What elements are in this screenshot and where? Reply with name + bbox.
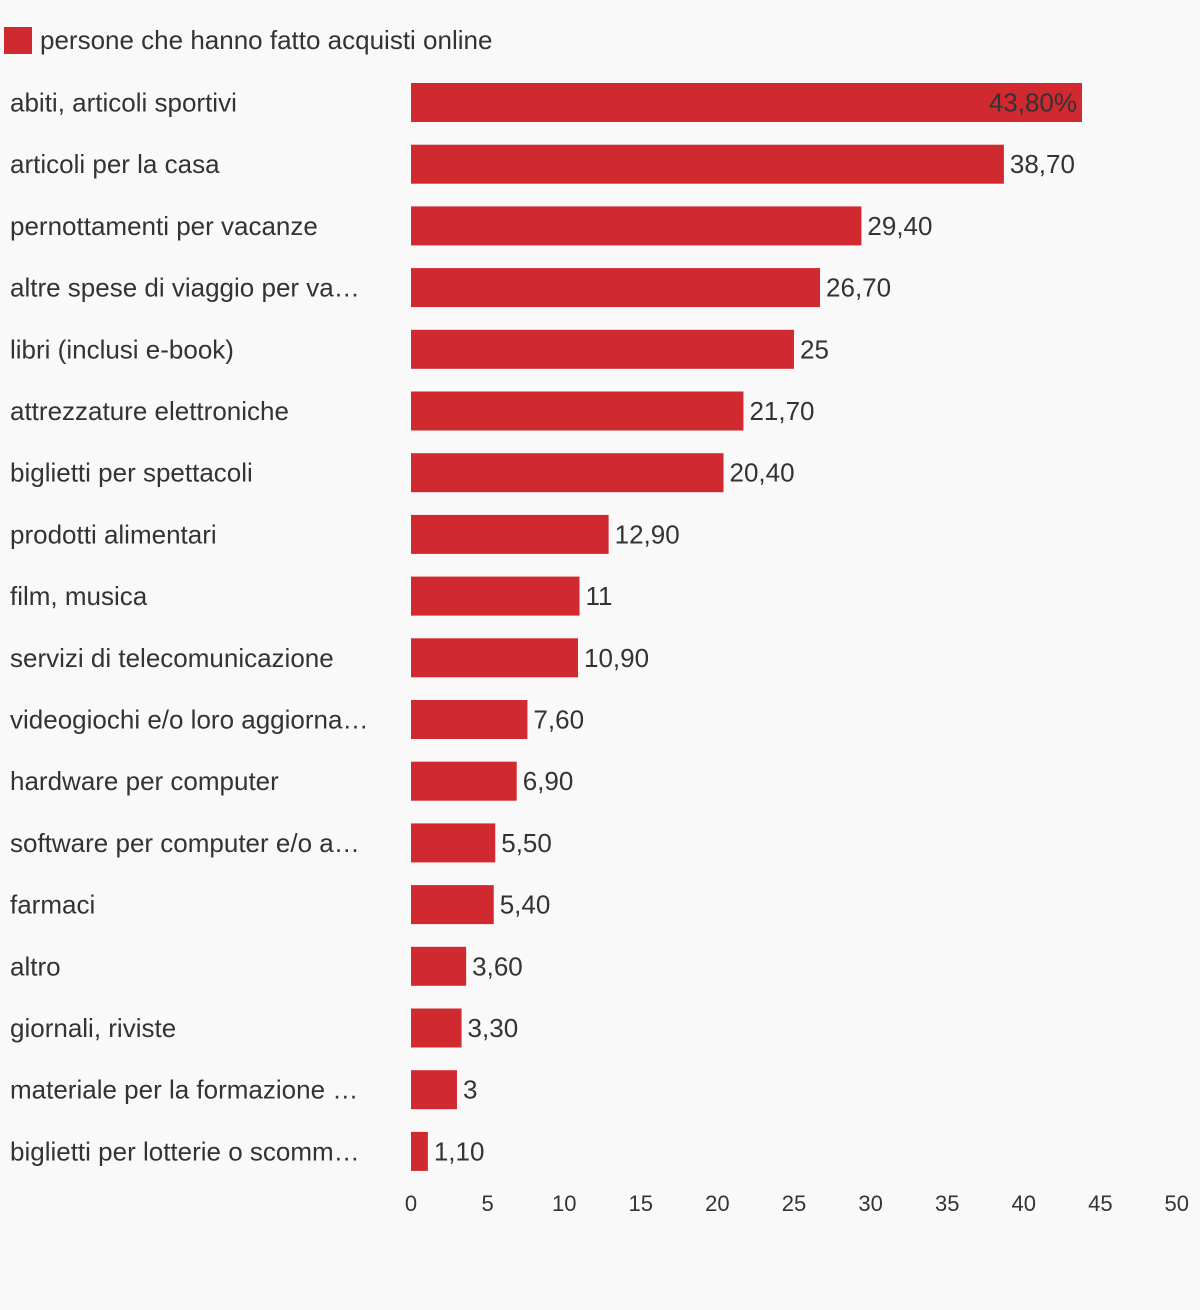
value-label: 5,50 (501, 828, 552, 858)
value-label: 38,70 (1010, 149, 1075, 179)
bar (411, 329, 794, 369)
value-label: 3,60 (472, 951, 523, 981)
category-label: videogiochi e/o loro aggiorna… (10, 705, 368, 735)
category-label: farmaci (10, 890, 95, 920)
x-tick-label: 45 (1088, 1191, 1112, 1216)
bar (411, 638, 578, 678)
x-tick-label: 30 (858, 1191, 882, 1216)
value-label: 29,40 (867, 211, 932, 241)
value-label: 3 (463, 1075, 477, 1105)
category-label: libri (inclusi e-book) (10, 334, 234, 364)
value-label: 7,60 (533, 705, 584, 735)
bar (411, 206, 862, 246)
bar (411, 576, 580, 616)
legend-label: persone che hanno fatto acquisti online (40, 24, 493, 55)
chart-legend: persone che hanno fatto acquisti online (4, 25, 492, 55)
category-label: biglietti per spettacoli (10, 458, 253, 488)
x-axis: 0 5 10 15 20 25 30 35 40 45 50 (405, 1191, 1189, 1216)
value-label: 26,70 (826, 273, 891, 303)
value-label: 20,40 (730, 458, 795, 488)
value-label: 6,90 (523, 766, 574, 796)
x-tick-label: 0 (405, 1191, 417, 1216)
category-label: hardware per computer (10, 766, 279, 796)
bar (411, 268, 821, 308)
value-label: 10,90 (584, 643, 649, 673)
x-tick-label: 25 (782, 1191, 806, 1216)
category-label: film, musica (10, 581, 148, 611)
bar (411, 144, 1004, 184)
value-label: 12,90 (615, 519, 680, 549)
value-label: 43,80% (989, 88, 1077, 118)
x-tick-label: 15 (629, 1191, 653, 1216)
category-label: servizi di telecomunicazione (10, 643, 334, 673)
bar (411, 453, 724, 493)
value-label: 11 (586, 581, 613, 611)
value-label: 25 (800, 334, 829, 364)
x-tick-label: 20 (705, 1191, 729, 1216)
bars (411, 83, 1083, 1171)
category-label: altro (10, 951, 61, 981)
x-tick-label: 40 (1012, 1191, 1036, 1216)
bar (411, 946, 467, 986)
value-labels: 43,80% 38,70 29,40 26,70 25 21,70 20,40 12,90 11… (434, 88, 1077, 1167)
x-tick-label: 5 (481, 1191, 493, 1216)
x-tick-label: 50 (1165, 1191, 1189, 1216)
category-label: abiti, articoli sportivi (10, 88, 237, 118)
category-label: articoli per la casa (10, 149, 220, 179)
bar (411, 1070, 457, 1110)
bar (411, 83, 1083, 122)
x-tick-label: 35 (935, 1191, 959, 1216)
bar (411, 823, 496, 863)
category-label: materiale per la formazione … (10, 1075, 358, 1105)
category-label: giornali, riviste (10, 1013, 176, 1043)
value-label: 1,10 (434, 1136, 485, 1166)
value-label: 21,70 (749, 396, 814, 426)
bar (411, 514, 609, 554)
bar (411, 1008, 462, 1048)
legend-swatch (4, 26, 32, 54)
value-label: 5,40 (500, 890, 551, 920)
bar (411, 1131, 428, 1171)
bar (411, 391, 744, 431)
value-label: 3,30 (468, 1013, 519, 1043)
bar (411, 700, 528, 739)
category-label: biglietti per lotterie o scomm… (10, 1136, 360, 1166)
category-label: software per computer e/o a… (10, 828, 360, 858)
category-label: prodotti alimentari (10, 519, 217, 549)
category-label: attrezzature elettroniche (10, 396, 289, 426)
category-labels: abiti, articoli sportivi articoli per la … (10, 88, 368, 1167)
category-label: pernottamenti per vacanze (10, 211, 318, 241)
bar (411, 761, 517, 801)
bar (411, 885, 494, 925)
x-tick-label: 10 (552, 1191, 576, 1216)
category-label: altre spese di viaggio per va… (10, 273, 360, 303)
